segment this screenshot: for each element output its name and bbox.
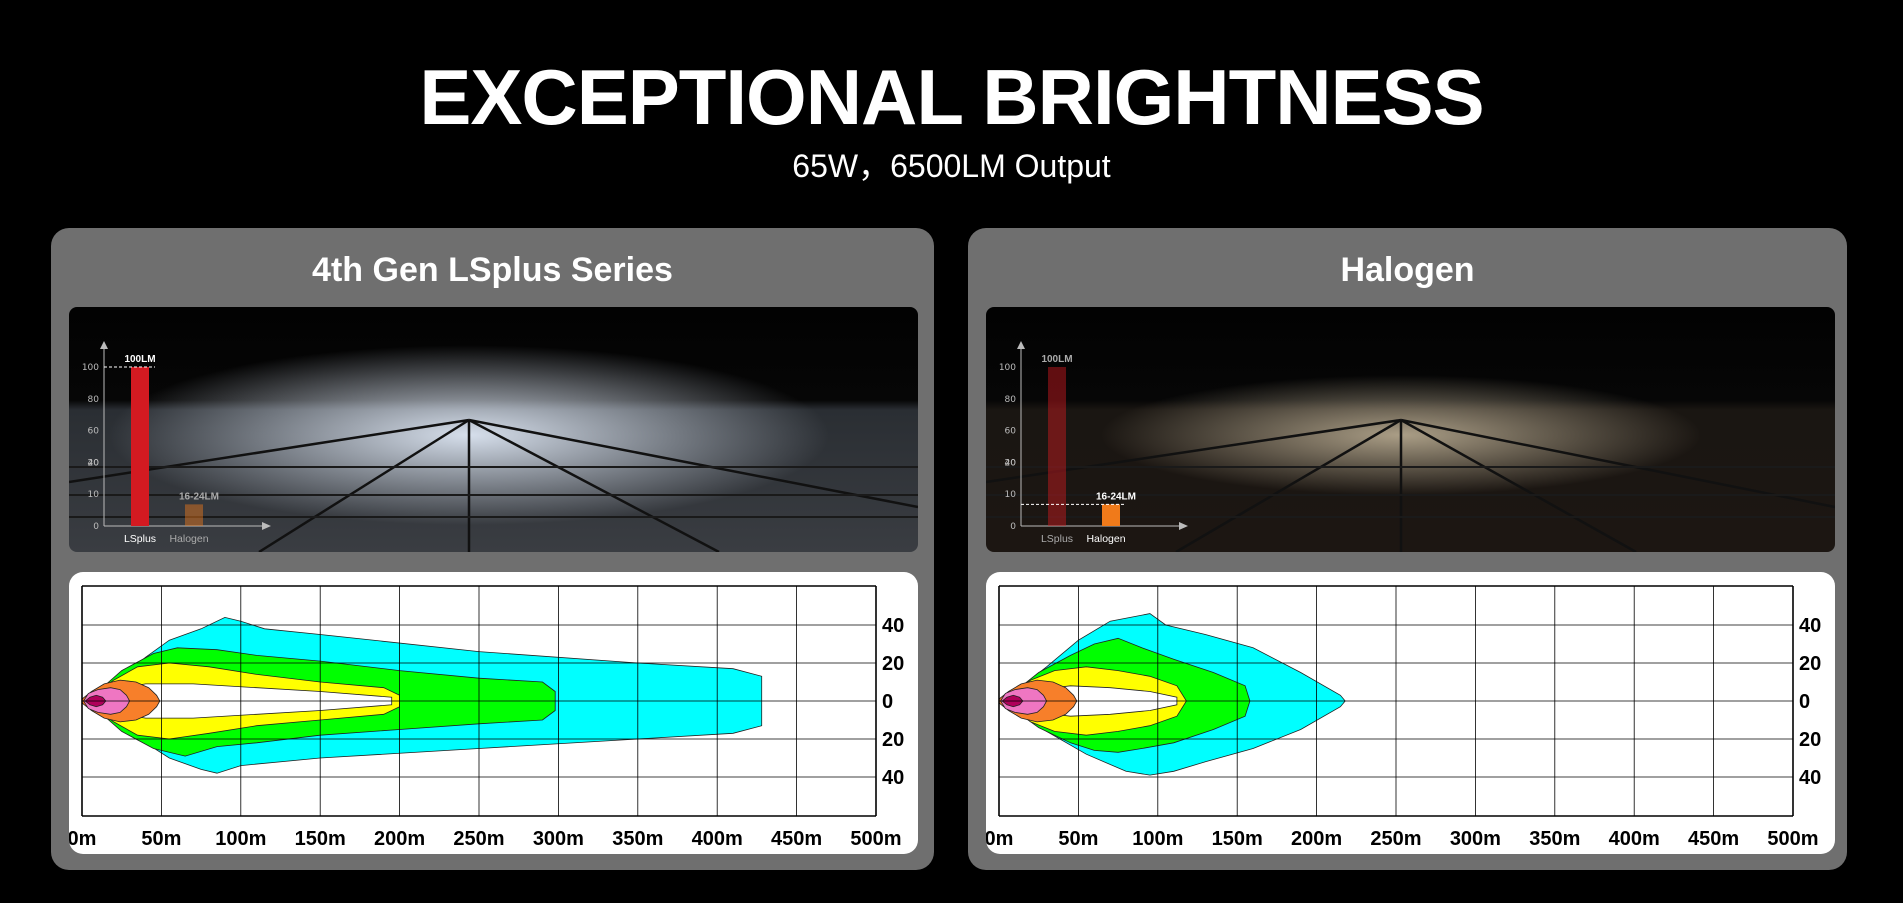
road-seam-line xyxy=(1400,418,1835,509)
panel-lsplus: 4th Gen LSplus Series 0 10 20 40 60 80 100 LSpl… xyxy=(51,228,934,870)
road-seam-line xyxy=(258,418,470,552)
y-tick-label: 40 xyxy=(1799,767,1821,789)
y-tick-label: 60 xyxy=(88,427,100,437)
y-tick-label: 40 xyxy=(88,458,100,468)
y-tick-label: 0 xyxy=(1799,691,1810,713)
beam-pattern-chart: 40 20 0 20 40 0m 50m 100m 150m 200m 250m 300m 350m 40… xyxy=(986,572,1835,854)
x-tick-label: 250m xyxy=(453,828,504,850)
x-tick-label: 500m xyxy=(1767,828,1818,850)
y-tick-label: 0 xyxy=(93,522,99,532)
y-tick-label: 20 xyxy=(882,729,904,751)
y-tick-label: 10 xyxy=(1005,490,1017,500)
x-tick-label: LSplus xyxy=(124,533,156,545)
road-seam-line xyxy=(468,418,918,509)
x-tick-label: 150m xyxy=(295,828,346,850)
x-tick-label: LSplus xyxy=(1041,533,1073,545)
data-label: 100LM xyxy=(1041,354,1072,365)
x-tick-label: 0m xyxy=(986,828,1013,850)
x-tick-label: 250m xyxy=(1370,828,1421,850)
y-tick-label: 20 xyxy=(882,653,904,675)
road-seam-line xyxy=(468,418,720,552)
x-tick-label: 200m xyxy=(1291,828,1342,850)
x-tick-label: 0m xyxy=(69,828,96,850)
road-seam-line xyxy=(1175,418,1402,552)
y-tick-label: 0 xyxy=(1010,522,1016,532)
x-tick-label: 300m xyxy=(533,828,584,850)
y-tick-label: 40 xyxy=(882,615,904,637)
y-tick-label: 0 xyxy=(882,691,893,713)
y-tick-label: 80 xyxy=(1005,395,1017,405)
y-tick-label: 40 xyxy=(882,767,904,789)
x-tick-label: 450m xyxy=(771,828,822,850)
bar-halogen xyxy=(1102,504,1120,526)
panel-halogen: Halogen 0 10 20 40 60 80 100 LSplus 100LM Halogen… xyxy=(968,228,1847,870)
bar-lsplus xyxy=(1048,367,1066,526)
road-illumination-photo: 0 10 20 40 60 80 100 LSplus 100LM Halogen 16-24LM xyxy=(69,307,918,552)
y-axis-arrow xyxy=(1017,341,1025,349)
data-label: 16-24LM xyxy=(1096,491,1136,502)
x-tick-label: 350m xyxy=(612,828,663,850)
data-label: 16-24LM xyxy=(179,491,219,502)
road-seam-line xyxy=(986,418,1402,484)
x-tick-label: 50m xyxy=(1058,828,1098,850)
page-subtitle: 65W，6500LM Output xyxy=(792,148,1111,184)
y-tick-label: 20 xyxy=(88,458,100,468)
x-tick-label: 150m xyxy=(1212,828,1263,850)
x-tick-label: Halogen xyxy=(169,533,208,545)
bar-lsplus xyxy=(131,367,149,526)
x-tick-label: 300m xyxy=(1450,828,1501,850)
panel-title: Halogen xyxy=(1340,251,1475,289)
x-tick-label: 500m xyxy=(850,828,901,850)
y-tick-label: 60 xyxy=(1005,427,1017,437)
x-tick-label: 400m xyxy=(1609,828,1660,850)
y-tick-label: 20 xyxy=(1799,729,1821,751)
y-tick-label: 10 xyxy=(88,490,100,500)
y-tick-label: 80 xyxy=(88,395,100,405)
x-tick-label: 350m xyxy=(1529,828,1580,850)
y-tick-label: 40 xyxy=(1005,458,1017,468)
x-tick-label: 50m xyxy=(141,828,181,850)
y-tick-label: 20 xyxy=(1799,653,1821,675)
road-illumination-photo: 0 10 20 40 60 80 100 LSplus 100LM Halogen 16-24LM xyxy=(986,307,1835,552)
x-axis-arrow xyxy=(1179,522,1188,530)
x-tick-label: 100m xyxy=(1132,828,1183,850)
data-label: 100LM xyxy=(124,354,155,365)
y-tick-label: 40 xyxy=(1799,615,1821,637)
x-tick-label: 400m xyxy=(692,828,743,850)
x-axis-arrow xyxy=(262,522,271,530)
road-seam-line xyxy=(1400,418,1637,552)
y-tick-label: 100 xyxy=(82,363,99,373)
y-tick-label: 20 xyxy=(1005,458,1017,468)
panel-title: 4th Gen LSplus Series xyxy=(312,251,673,289)
y-tick-label: 100 xyxy=(999,363,1016,373)
x-tick-label: 100m xyxy=(215,828,266,850)
y-axis-arrow xyxy=(100,341,108,349)
page-title: EXCEPTIONAL BRIGHTNESS xyxy=(419,53,1484,141)
x-tick-label: 450m xyxy=(1688,828,1739,850)
x-tick-label: 200m xyxy=(374,828,425,850)
beam-pattern-chart: 40 20 0 20 40 0m 50m 100m 150m 200m 250m 300m 350m 40… xyxy=(69,572,918,854)
x-tick-label: Halogen xyxy=(1086,533,1125,545)
bar-halogen xyxy=(185,504,203,526)
